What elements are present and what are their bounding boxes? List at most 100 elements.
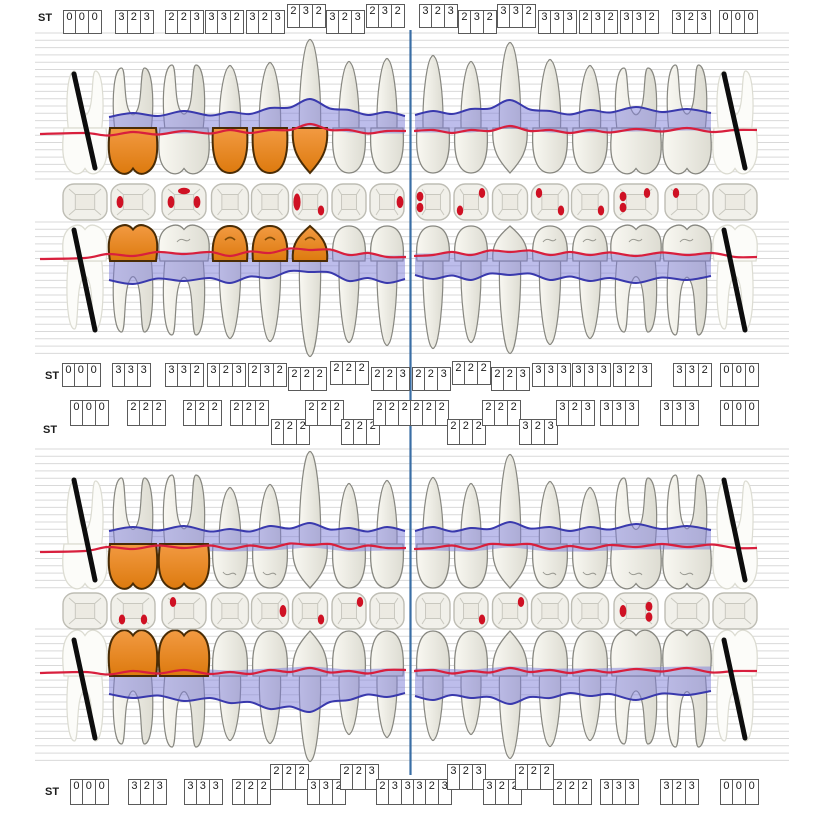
st-cell[interactable]: 2 [208,400,222,426]
st-cell[interactable]: 2 [282,764,296,790]
st-cell[interactable]: 2 [645,10,659,34]
st-cell[interactable]: 2 [271,419,284,445]
st-cell[interactable]: 3 [544,363,558,387]
occlusal-symbol[interactable] [530,183,570,221]
st-cell[interactable]: 3 [600,400,613,426]
tooth[interactable] [571,225,609,340]
occlusal-symbol[interactable] [415,183,451,221]
occlusal-symbol[interactable] [250,592,290,630]
st-cell[interactable]: 3 [115,10,128,34]
st-cell[interactable]: 2 [366,4,379,28]
st-cell[interactable]: 3 [685,363,699,387]
st-cell[interactable]: 2 [491,367,504,391]
st-cell[interactable]: 2 [312,4,326,28]
st-cell[interactable]: 2 [338,10,352,34]
st-cell[interactable]: 2 [672,779,686,805]
st-cell[interactable]: 2 [248,363,261,387]
st-cell[interactable]: 3 [544,419,558,445]
st-cell[interactable]: 2 [300,367,314,391]
st-cell[interactable]: 2 [503,367,517,391]
marked-tooth-crown[interactable] [211,127,249,175]
marked-tooth-crown[interactable] [157,543,211,590]
st-cell[interactable]: 2 [258,10,272,34]
st-cell[interactable]: 3 [124,363,138,387]
tooth[interactable] [531,225,569,346]
st-cell[interactable]: 2 [341,419,354,445]
st-cell[interactable]: 3 [581,400,595,426]
st-cell[interactable]: 2 [373,400,386,426]
st-cell[interactable]: 2 [684,10,698,34]
st-cell[interactable]: 3 [483,779,496,805]
tooth[interactable] [492,225,528,355]
marked-tooth-crown[interactable] [157,629,211,677]
st-cell[interactable]: 0 [82,400,96,426]
st-cell[interactable]: 0 [720,400,733,426]
st-cell[interactable]: 3 [319,779,333,805]
tooth[interactable] [331,225,367,344]
st-cell[interactable]: 3 [326,10,339,34]
st-cell[interactable]: 2 [355,361,369,385]
st-cell[interactable]: 2 [385,400,399,426]
st-cell[interactable]: 2 [219,363,233,387]
st-cell[interactable]: 2 [273,363,287,387]
st-cell[interactable]: 0 [88,10,102,34]
st-cell[interactable]: 2 [152,400,166,426]
marked-tooth-crown[interactable] [107,224,159,262]
tooth[interactable] [415,54,451,174]
st-cell[interactable]: 2 [579,10,592,34]
st-cell[interactable]: 2 [494,400,508,426]
st-cell[interactable]: 0 [719,10,732,34]
st-cell[interactable]: 2 [458,10,471,34]
st-cell[interactable]: 3 [207,363,220,387]
marked-tooth-crown[interactable] [251,127,289,175]
st-cell[interactable]: 2 [183,400,196,426]
marked-tooth-crown[interactable] [251,224,289,262]
occlusal-symbol[interactable] [491,592,529,630]
st-cell[interactable]: 0 [70,400,83,426]
st-cell[interactable]: 3 [572,363,585,387]
st-cell[interactable]: 2 [190,363,204,387]
st-cell[interactable]: 3 [584,363,598,387]
st-cell[interactable]: 2 [464,361,478,385]
tooth[interactable] [258,260,282,343]
st-cell[interactable]: 2 [288,367,301,391]
occlusal-symbol[interactable] [453,592,489,630]
st-cell[interactable]: 2 [540,764,554,790]
st-cell[interactable]: 2 [257,779,271,805]
st-cell[interactable]: 0 [732,363,746,387]
tooth[interactable] [298,260,322,358]
st-cell[interactable]: 0 [95,400,109,426]
occlusal-symbol[interactable] [712,592,758,630]
st-cell[interactable]: 3 [419,4,432,28]
st-cell[interactable]: 2 [195,400,209,426]
st-cell[interactable]: 3 [685,779,699,805]
st-cell[interactable]: 3 [307,779,320,805]
marked-tooth-crown[interactable] [291,224,329,262]
st-cell[interactable]: 3 [672,10,685,34]
occlusal-symbol[interactable] [161,183,207,221]
st-cell[interactable]: 2 [625,363,639,387]
st-cell[interactable]: 2 [230,10,244,34]
st-cell[interactable]: 3 [472,764,486,790]
st-cell[interactable]: 2 [412,367,425,391]
st-cell[interactable]: 3 [519,419,532,445]
st-cell[interactable]: 3 [556,400,569,426]
st-cell[interactable]: 3 [550,10,564,34]
st-cell[interactable]: 3 [437,367,451,391]
st-cell[interactable]: 3 [232,363,246,387]
st-cell[interactable]: 2 [527,764,541,790]
st-cell[interactable]: 2 [330,400,344,426]
st-cell[interactable]: 2 [305,400,318,426]
st-cell[interactable]: 2 [578,779,592,805]
marked-tooth-crown[interactable] [291,127,329,175]
st-cell[interactable]: 2 [391,4,405,28]
occlusal-symbol[interactable] [491,183,529,221]
st-cell[interactable]: 0 [70,779,83,805]
st-cell[interactable]: 2 [482,400,495,426]
st-cell[interactable]: 2 [459,419,473,445]
tooth[interactable] [453,225,489,344]
st-cell[interactable]: 2 [483,10,497,34]
st-cell[interactable]: 2 [477,361,491,385]
occlusal-symbol[interactable] [369,183,405,221]
st-cell[interactable]: 3 [365,764,379,790]
